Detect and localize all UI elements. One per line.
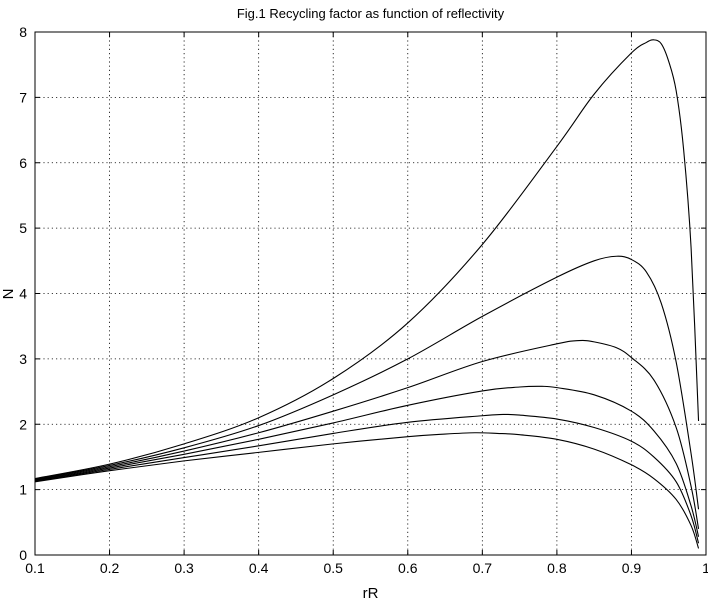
series-line-4 — [34, 385, 700, 537]
x-tick-label: 0.8 — [547, 560, 567, 576]
chart-title: Fig.1 Recycling factor as function of re… — [237, 6, 505, 21]
y-tick-label: 4 — [19, 286, 27, 302]
y-tick-label: 3 — [19, 351, 27, 367]
tick-layer — [34, 31, 707, 556]
y-tick-label: 2 — [19, 416, 27, 432]
series-line-3 — [34, 339, 700, 529]
y-tick-label: 7 — [19, 89, 27, 105]
x-tick-label: 0.9 — [622, 560, 642, 576]
grid-layer — [35, 32, 706, 555]
x-tick-label: 0.4 — [249, 560, 269, 576]
series-line-5 — [34, 413, 700, 544]
x-tick-label: 0.1 — [25, 560, 45, 576]
x-tick-label: 0.7 — [473, 560, 493, 576]
plot-frame — [34, 31, 707, 556]
x-axis-title: rR — [363, 585, 379, 602]
series-line-1 — [34, 39, 700, 480]
y-tick-label: 5 — [19, 220, 27, 236]
x-tick-label: 0.6 — [398, 560, 418, 576]
series-layer — [34, 39, 700, 549]
x-tick-label: 0.3 — [174, 560, 194, 576]
y-tick-label: 6 — [19, 155, 27, 171]
label-layer: 0.1 0.2 0.3 0.4 0.5 0.6 0.7 0.8 0.9 1 0 1 2 3 4 5 6 7 8 — [19, 24, 708, 576]
y-tick-label: 1 — [19, 482, 27, 498]
x-tick-label: 1 — [702, 560, 708, 576]
y-axis-title: N — [0, 289, 17, 300]
y-tick-label: 8 — [19, 24, 27, 40]
series-line-6 — [34, 432, 700, 549]
x-tick-label: 0.2 — [100, 560, 120, 576]
series-line-2 — [34, 255, 700, 510]
x-tick-label: 0.5 — [323, 560, 343, 576]
y-tick-label: 0 — [19, 547, 27, 563]
